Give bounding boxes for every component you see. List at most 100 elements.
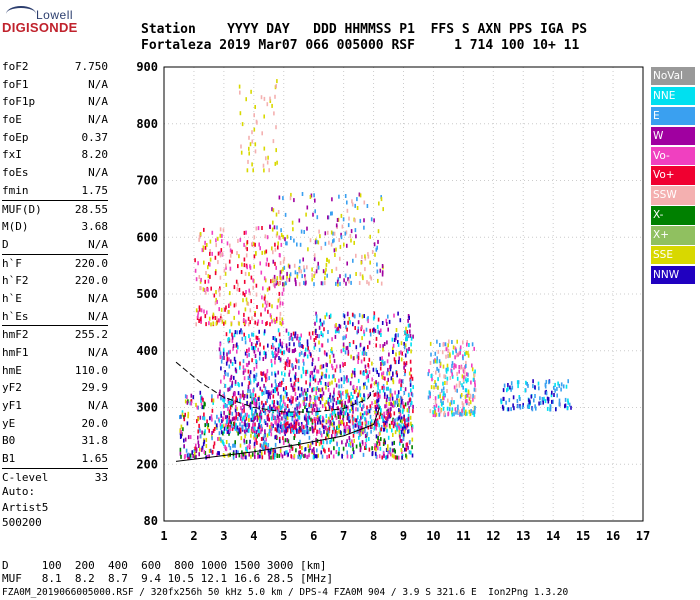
echo-point: [195, 277, 198, 282]
echo-point: [407, 416, 410, 421]
echo-point: [218, 431, 221, 436]
echo-point: [306, 369, 309, 374]
echo-point: [392, 350, 394, 354]
echo-point: [235, 279, 238, 284]
echo-point: [347, 277, 349, 282]
echo-point: [278, 412, 281, 417]
echo-point: [257, 452, 259, 457]
echo-point: [308, 402, 311, 407]
echo-point: [360, 260, 363, 265]
echo-point: [357, 360, 359, 364]
echo-point: [296, 396, 299, 400]
echo-point: [306, 342, 309, 347]
param-value: N/A: [88, 113, 108, 127]
echo-point: [266, 257, 268, 262]
echo-point: [403, 432, 405, 437]
echo-point: [284, 438, 287, 443]
echo-point: [277, 245, 279, 250]
echo-point: [338, 194, 340, 199]
echo-point: [246, 349, 249, 354]
echo-point: [382, 376, 385, 380]
echo-point: [566, 406, 569, 410]
echo-point: [291, 417, 293, 422]
echo-point: [240, 270, 243, 274]
echo-point: [366, 405, 368, 410]
echo-point: [248, 381, 251, 386]
echo-point: [554, 382, 556, 387]
echo-point: [318, 325, 321, 330]
echo-point: [288, 372, 290, 377]
echo-point: [359, 272, 362, 277]
echo-point: [211, 417, 213, 422]
echo-point: [274, 442, 277, 447]
echo-point: [380, 333, 382, 337]
echo-point: [261, 455, 264, 460]
echo-point: [290, 236, 292, 240]
echo-point: [280, 242, 283, 247]
echo-point: [393, 357, 396, 362]
echo-point: [472, 377, 475, 382]
echo-point: [551, 399, 553, 404]
echo-point: [247, 301, 250, 306]
echo-point: [374, 422, 376, 427]
echo-point: [286, 363, 289, 368]
echo-point: [221, 319, 224, 324]
echo-point: [259, 443, 262, 448]
echo-point: [301, 274, 303, 279]
echo-point: [506, 388, 508, 393]
echo-point: [369, 404, 372, 409]
echo-point: [281, 301, 284, 306]
echo-point: [356, 397, 358, 402]
echo-point: [294, 414, 296, 418]
echo-point: [325, 400, 328, 404]
echo-point: [316, 215, 319, 220]
echo-point: [368, 281, 370, 286]
echo-point: [287, 412, 290, 417]
echo-point: [366, 370, 368, 375]
echo-point: [231, 249, 233, 254]
echo-point: [383, 342, 386, 346]
echo-point: [357, 421, 360, 426]
echo-point: [226, 241, 229, 246]
echo-point: [379, 394, 381, 399]
echo-point: [268, 390, 270, 395]
echo-point: [403, 342, 405, 346]
echo-point: [244, 394, 246, 398]
echo-point: [266, 377, 268, 382]
echo-point: [351, 199, 353, 204]
echo-point: [552, 399, 554, 404]
echo-point: [255, 438, 257, 443]
echo-point: [238, 84, 241, 89]
echo-point: [332, 353, 335, 358]
echo-point: [442, 393, 445, 398]
x-tick-label: 5: [280, 529, 287, 543]
echo-point: [397, 390, 400, 395]
echo-point: [353, 370, 356, 375]
echo-point: [273, 318, 275, 323]
echo-point: [314, 271, 316, 276]
echo-point: [217, 451, 219, 455]
echo-point: [227, 372, 229, 377]
echo-point: [405, 361, 408, 366]
echo-point: [473, 409, 476, 414]
echo-point: [387, 408, 389, 413]
echo-point: [381, 272, 384, 277]
echo-point: [214, 420, 216, 425]
echo-point: [276, 406, 278, 411]
echo-point: [276, 231, 279, 236]
param-row: foE N/A: [2, 111, 108, 129]
echo-point: [380, 328, 382, 333]
echo-point: [387, 435, 390, 440]
echo-point: [308, 448, 310, 453]
echo-point: [231, 338, 234, 343]
echo-point: [242, 291, 244, 296]
echo-point: [333, 231, 336, 236]
echo-point: [367, 425, 370, 430]
echo-point: [383, 411, 385, 416]
echo-point: [281, 291, 284, 296]
echo-point: [325, 426, 328, 431]
echo-point: [293, 349, 295, 353]
echo-point: [192, 395, 195, 400]
echo-point: [363, 200, 366, 205]
echo-point: [303, 268, 306, 273]
